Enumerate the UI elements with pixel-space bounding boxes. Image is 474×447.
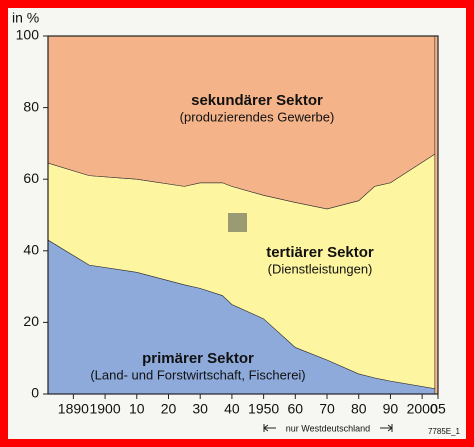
footer: 7785E_1	[428, 427, 461, 436]
y-tick-label: 0	[31, 385, 39, 401]
y-tick-label: 60	[23, 170, 39, 186]
range-bracket	[263, 424, 393, 432]
x-tick-label: 05	[430, 401, 446, 417]
y-tick-label: 40	[23, 242, 39, 258]
x-tick-label: 70	[319, 401, 335, 417]
y-tick-label: 20	[23, 313, 39, 329]
x-tick-label: 80	[351, 401, 367, 417]
x-tick-label: 20	[161, 401, 177, 417]
plot-border	[47, 35, 439, 395]
x-tick-label: 1890	[58, 401, 89, 417]
x-tick-label: 10	[129, 401, 145, 417]
x-tick-label: 90	[383, 401, 399, 417]
x-tick-label: 40	[224, 401, 240, 417]
series-label: primärer Sektor	[142, 350, 254, 367]
y-axis-label: in %	[12, 10, 39, 26]
x-tick-label: 1900	[89, 401, 120, 417]
series-description: (Dienstleistungen)	[268, 261, 373, 276]
x-tick-label: 1950	[248, 401, 279, 417]
x-tick-label: 2000	[407, 401, 438, 417]
x-tick-label: 30	[192, 401, 208, 417]
y-tick-label: 80	[23, 98, 39, 114]
y-tick-label: 100	[16, 27, 40, 43]
series-description: (Land- und Forstwirtschaft, Fischerei)	[90, 367, 305, 382]
series-label: tertiärer Sektor	[266, 244, 374, 261]
series-label: sekundärer Sektor	[191, 92, 323, 109]
x-tick-label: 60	[288, 401, 304, 417]
annotation: nur Westdeutschland	[286, 423, 370, 433]
series-description: (produzierendes Gewerbe)	[180, 109, 335, 124]
placeholder-square	[228, 213, 247, 232]
